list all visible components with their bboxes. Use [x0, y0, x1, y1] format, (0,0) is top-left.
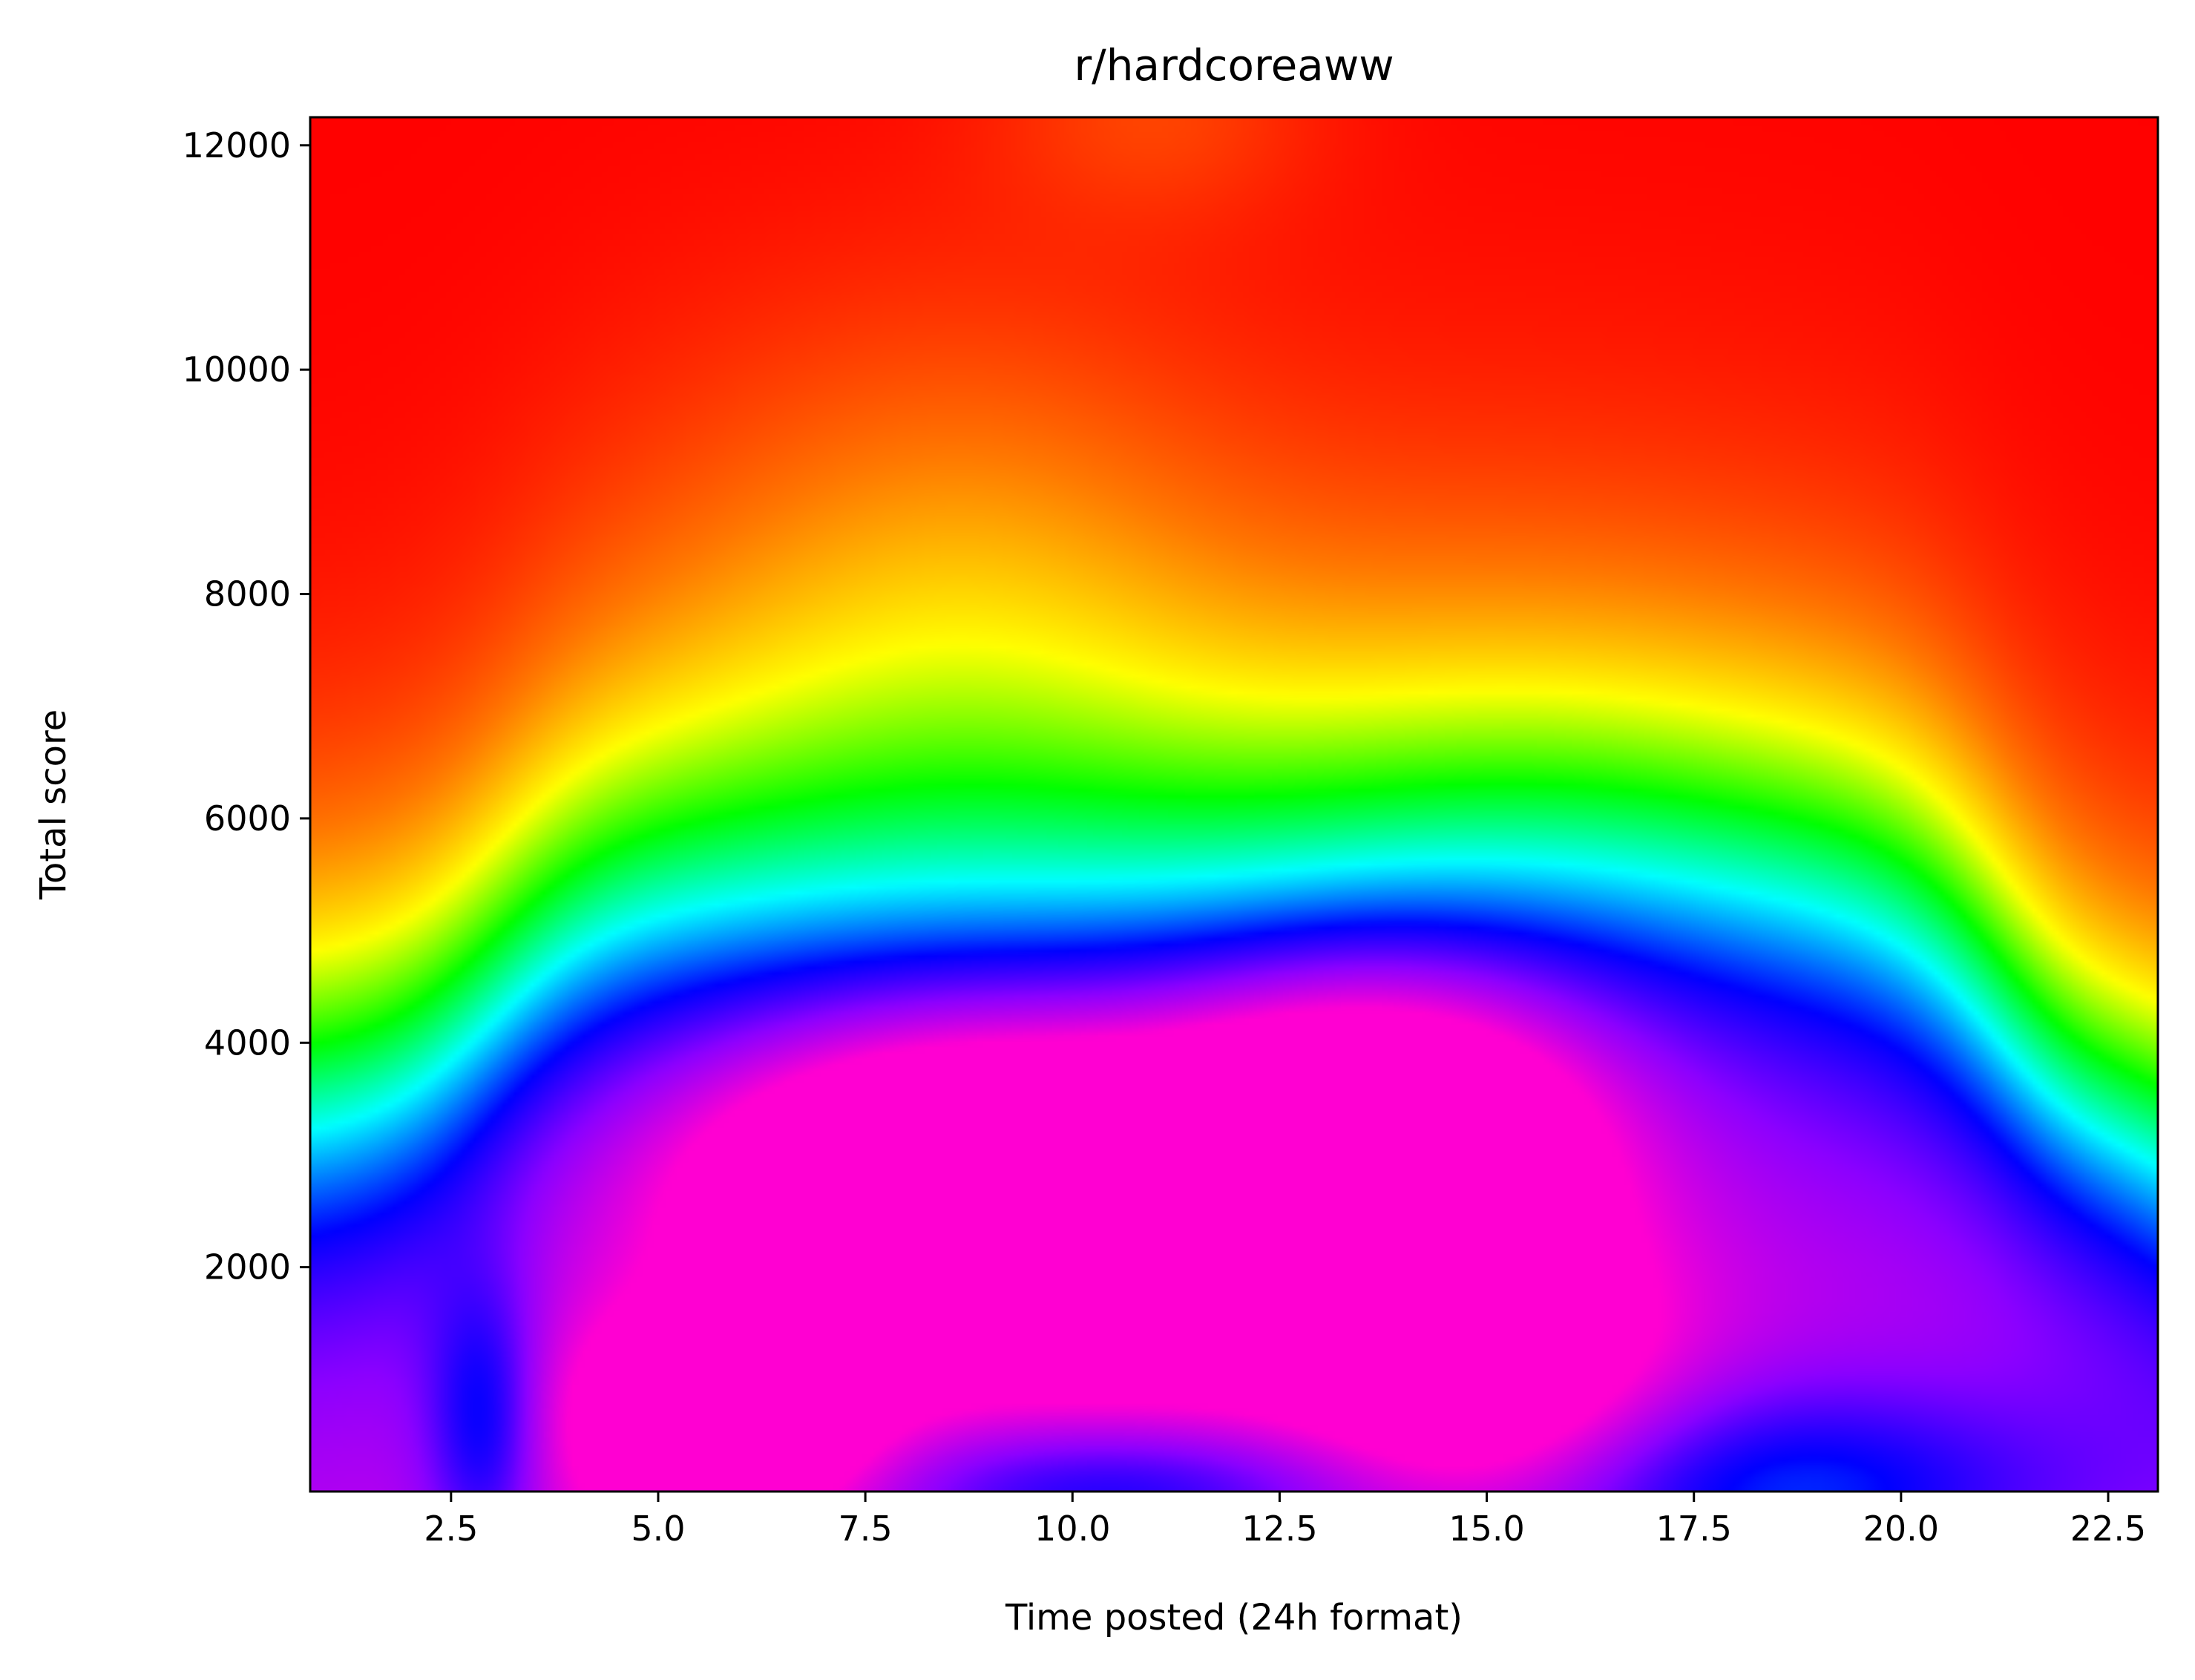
x-tick-label: 20.0: [1863, 1509, 1939, 1549]
plot-frame: [309, 116, 2159, 1493]
y-tick-label: 10000: [183, 350, 291, 390]
x-tick-label: 22.5: [2070, 1509, 2146, 1549]
x-tick-label: 2.5: [424, 1509, 478, 1549]
heatmap: [310, 117, 2158, 1492]
x-tick-label: 7.5: [839, 1509, 893, 1549]
x-axis-ticks: 2.5 5.0 7.5 10.0 12.5 15.0 17.5 20.0 22.5: [424, 1492, 2146, 1549]
x-tick-label: 10.0: [1034, 1509, 1110, 1549]
x-axis-label: Time posted (24h format): [1005, 1597, 1463, 1638]
x-tick-label: 5.0: [631, 1509, 685, 1549]
x-tick-label: 12.5: [1241, 1509, 1317, 1549]
x-tick-label: 17.5: [1656, 1509, 1731, 1549]
y-tick-label: 6000: [204, 798, 291, 839]
y-tick-label: 12000: [183, 125, 291, 165]
chart-title: r/hardcoreaww: [1074, 40, 1394, 91]
y-tick-label: 4000: [204, 1023, 291, 1063]
x-tick-label: 15.0: [1448, 1509, 1524, 1549]
y-tick-label: 8000: [204, 574, 291, 614]
y-axis-ticks: 2000 4000 6000 8000 10000 12000: [183, 125, 310, 1287]
heatmap-image: [310, 117, 2158, 1492]
y-axis-label: Total score: [33, 709, 74, 900]
y-tick-label: 2000: [204, 1247, 291, 1287]
